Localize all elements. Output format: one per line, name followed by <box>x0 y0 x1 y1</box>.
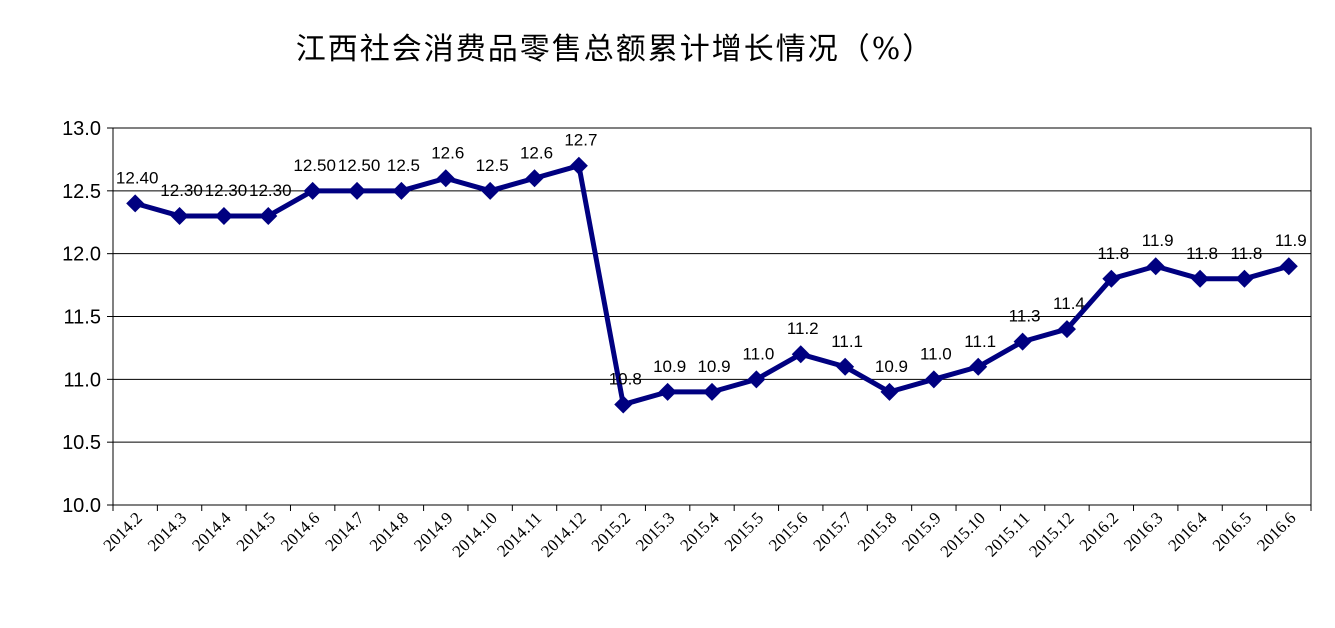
y-tick-label: 10.0 <box>62 495 101 517</box>
x-tick-label: 2014.3 <box>144 508 190 554</box>
data-label: 12.50 <box>338 156 381 175</box>
data-label: 11.8 <box>1231 244 1263 263</box>
x-axis: 2014.22014.32014.42014.52014.62014.72014… <box>100 505 1312 561</box>
data-point-marker <box>836 357 855 376</box>
x-tick-label: 2014.4 <box>188 508 235 555</box>
y-tick-label: 13.0 <box>62 118 101 140</box>
y-tick-label: 10.5 <box>62 432 101 454</box>
data-label: 10.9 <box>653 357 686 376</box>
data-label: 12.40 <box>116 168 159 187</box>
data-point-marker <box>392 181 411 200</box>
data-point-marker <box>214 206 233 225</box>
data-label: 12.5 <box>476 156 509 175</box>
chart-title: 江西社会消费品零售总额累计增长情况（%） <box>295 32 935 67</box>
data-label: 10.9 <box>697 357 730 376</box>
data-point-marker <box>658 382 677 401</box>
data-label: 12.30 <box>160 181 203 200</box>
data-label: 10.9 <box>875 357 908 376</box>
data-point-marker <box>259 206 278 225</box>
data-point-marker <box>303 181 322 200</box>
data-label: 12.50 <box>293 156 336 175</box>
data-point-marker <box>170 206 189 225</box>
y-axis: 10.0 10.5 11.0 11.5 12.0 12.5 13.0 <box>62 118 113 517</box>
y-tick-label: 11.5 <box>64 307 101 329</box>
x-tick-label: 2014.2 <box>100 508 146 554</box>
data-label: 12.30 <box>249 181 292 200</box>
data-label: 11.8 <box>1186 244 1218 263</box>
x-tick-label: 2015.8 <box>854 508 900 554</box>
data-point-marker <box>525 169 544 188</box>
data-label: 12.6 <box>431 143 464 162</box>
data-label: 11.4 <box>1053 294 1085 313</box>
data-point-marker <box>436 169 455 188</box>
x-tick-label: 2014.11 <box>493 508 545 560</box>
x-tick-label: 2016.5 <box>1209 508 1255 554</box>
data-point-marker <box>348 181 367 200</box>
data-label: 11.1 <box>831 332 863 351</box>
data-label: 11.9 <box>1142 231 1174 250</box>
y-tick-label: 12.0 <box>62 244 101 266</box>
data-point-marker <box>1057 320 1076 339</box>
data-label: 11.0 <box>742 344 774 363</box>
data-point-marker <box>703 382 721 401</box>
data-label: 11.8 <box>1097 244 1129 263</box>
y-tick-label: 12.5 <box>62 181 101 203</box>
x-tick-label: 2015.4 <box>676 508 723 555</box>
x-tick-label: 2016.4 <box>1164 508 1211 555</box>
gridlines <box>113 190 1311 443</box>
data-point-marker <box>747 370 766 389</box>
data-point-marker <box>126 194 145 213</box>
data-label: 12.30 <box>205 181 248 200</box>
data-point-marker <box>791 345 810 364</box>
data-point-marker <box>924 370 943 389</box>
x-tick-label: 2015.10 <box>937 508 990 561</box>
x-tick-label: 2015.3 <box>632 508 678 554</box>
data-point-marker <box>1279 257 1298 276</box>
data-point-marker <box>880 382 899 401</box>
data-point-marker <box>1191 269 1210 288</box>
x-tick-label: 2016.2 <box>1076 508 1122 554</box>
data-point-marker <box>969 357 988 376</box>
data-label: 11.0 <box>920 344 952 363</box>
data-label: 11.1 <box>964 332 996 351</box>
data-label: 11.2 <box>787 319 819 338</box>
data-label: 10.8 <box>609 369 642 388</box>
data-point-marker <box>614 395 633 414</box>
data-point-marker <box>569 156 588 175</box>
x-tick-label: 2016.3 <box>1120 508 1166 554</box>
data-label: 11.3 <box>1009 307 1041 326</box>
data-label: 12.6 <box>520 143 553 162</box>
data-point-marker <box>1102 269 1121 288</box>
data-point-marker <box>1235 269 1254 288</box>
x-tick-label: 2015.2 <box>588 508 634 554</box>
data-point-marker <box>1013 332 1032 351</box>
data-label: 12.5 <box>387 156 420 175</box>
x-tick-label: 2015.6 <box>765 508 811 554</box>
x-tick-label: 2015.5 <box>721 508 767 554</box>
x-tick-label: 2014.6 <box>277 508 323 554</box>
x-tick-label: 2015.11 <box>981 508 1033 560</box>
x-tick-label: 2014.7 <box>321 508 368 555</box>
x-tick-label: 2015.7 <box>809 508 856 555</box>
x-tick-label: 2014.12 <box>537 508 590 561</box>
x-tick-label: 2014.10 <box>448 508 501 561</box>
y-tick-label: 11.0 <box>64 369 101 391</box>
data-point-marker <box>1146 257 1165 276</box>
x-tick-label: 2014.8 <box>366 508 412 554</box>
x-tick-label: 2014.5 <box>233 508 279 554</box>
data-label: 12.7 <box>564 131 597 150</box>
x-tick-label: 2015.12 <box>1025 508 1078 561</box>
series <box>126 156 1298 414</box>
data-point-marker <box>481 181 500 200</box>
x-tick-label: 2016.6 <box>1253 508 1299 554</box>
data-label: 11.9 <box>1275 231 1307 250</box>
